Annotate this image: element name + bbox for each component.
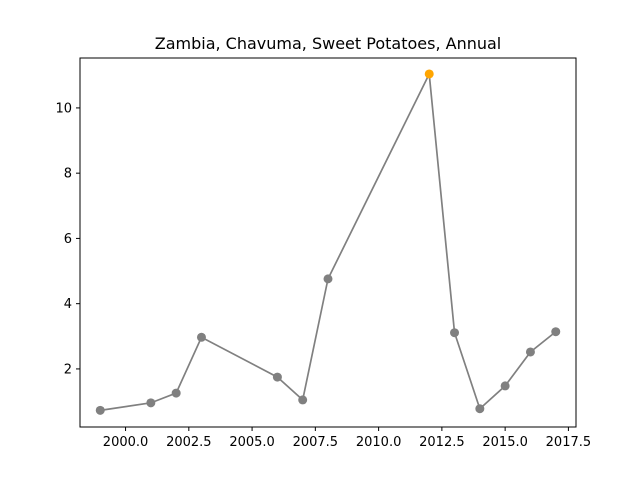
data-point	[196, 332, 206, 342]
data-point	[475, 404, 485, 414]
plot-area	[79, 57, 577, 428]
x-tick-label: 2015.0	[482, 435, 528, 450]
x-tick-label: 2005.0	[229, 435, 275, 450]
y-tick-label: 10	[55, 101, 72, 116]
x-tick-label: 2017.5	[546, 435, 592, 450]
data-point	[551, 327, 561, 337]
x-tick-label: 2002.5	[166, 435, 212, 450]
data-point	[95, 405, 105, 415]
x-tick-label: 2000.0	[103, 435, 149, 450]
x-tick-label: 2012.5	[419, 435, 465, 450]
y-tick-label: 2	[64, 362, 72, 377]
y-tick-label: 8	[64, 167, 72, 182]
data-point	[525, 347, 535, 357]
highlight-point	[424, 69, 434, 79]
series-points	[95, 69, 561, 415]
data-point	[323, 274, 333, 284]
x-tick-label: 2007.5	[293, 435, 339, 450]
data-point	[500, 381, 510, 391]
data-point	[450, 328, 460, 338]
x-tick-label: 2010.0	[356, 435, 402, 450]
x-axis: 2000.0 2002.5 2005.0 2007.5 2010.0 2012.5 2015…	[103, 427, 591, 450]
data-point	[171, 388, 181, 398]
chart-title: Zambia, Chavuma, Sweet Potatoes, Annual	[155, 34, 501, 53]
data-point	[272, 372, 282, 382]
y-tick-label: 6	[64, 232, 72, 247]
y-tick-label: 4	[64, 297, 72, 312]
y-axis: 2 4 6 8 10	[55, 101, 80, 377]
data-point	[146, 398, 156, 408]
data-point	[298, 395, 308, 405]
